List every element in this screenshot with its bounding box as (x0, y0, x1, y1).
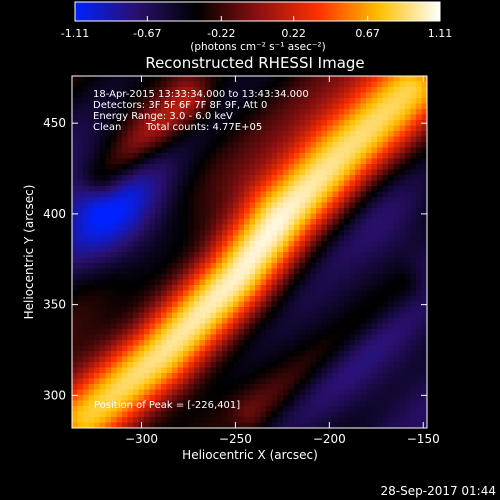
plot-title: Reconstructed RHESSI Image (145, 54, 364, 72)
colorbar-units: (photons cm⁻² s⁻¹ asec⁻²) (190, 41, 325, 53)
x-tick-label: −300 (125, 432, 158, 446)
y-tick-label: 400 (43, 207, 66, 221)
plot-frame (71, 75, 428, 429)
info-total-counts: Total counts: 4.77E+05 (145, 122, 262, 133)
info-energy-range: Energy Range: 3.0 - 6.0 keV (93, 111, 233, 122)
colorbar-tick-label: 0.67 (355, 27, 380, 40)
x-tick-label: −150 (407, 432, 440, 446)
colorbar-tick-label: 0.22 (281, 27, 306, 40)
info-algorithm: Clean (93, 122, 121, 133)
heatmap-image (72, 76, 427, 428)
x-tick-label: −200 (313, 432, 346, 446)
x-tick-label: −250 (219, 432, 252, 446)
footer-timestamp: 28-Sep-2017 01:44 (381, 484, 496, 498)
y-tick-label: 450 (43, 116, 66, 130)
x-axis: −300 −250 −200 −150 (125, 76, 440, 446)
colorbar-tick-label: -0.22 (207, 27, 235, 40)
y-axis-title: Heliocentric Y (arcsec) (22, 185, 36, 320)
x-axis-title: Heliocentric X (arcsec) (182, 448, 318, 462)
info-time-range: 18-Apr-2015 13:33:34.000 to 13:43:34.000 (93, 89, 309, 100)
colorbar: -1.11 -0.67 -0.22 0.22 0.67 1.11 (photons cm⁻… (61, 1, 452, 53)
info-detectors: Detectors: 3F 5F 6F 7F 8F 9F, Att 0 (93, 100, 267, 111)
colorbar-tick-label: -0.67 (133, 27, 161, 40)
colorbar-ticks: -1.11 -0.67 -0.22 0.22 0.67 1.11 (61, 16, 452, 40)
colorbar-tick-label: 1.11 (428, 27, 453, 40)
peak-position-label: Position of Peak = [-226,401] (94, 400, 240, 411)
y-tick-label: 350 (43, 298, 66, 312)
y-axis: 300 350 400 450 (43, 116, 427, 402)
heatmap-layer (72, 76, 427, 428)
y-tick-label: 300 (43, 388, 66, 402)
colorbar-gradient (74, 1, 441, 22)
info-block: 18-Apr-2015 13:33:34.000 to 13:43:34.000… (93, 89, 309, 133)
colorbar-tick-label: -1.11 (61, 27, 89, 40)
